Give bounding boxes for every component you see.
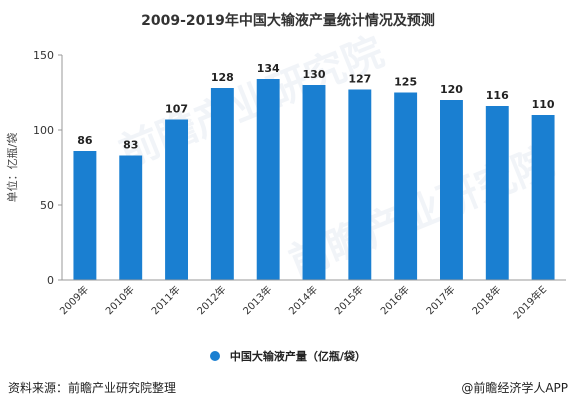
bars: 86 83 107 128 134 130 127 125 120 116 110 (73, 62, 555, 280)
data-label: 134 (257, 62, 280, 75)
bar (165, 119, 188, 280)
y-tick-label: 50 (40, 199, 54, 212)
x-tick-label: 2017年 (423, 283, 457, 317)
x-tick-label: 2013年 (240, 283, 274, 317)
bar (348, 89, 372, 280)
bar (73, 151, 97, 280)
x-tick-label: 2012年 (194, 283, 228, 317)
bar (119, 155, 143, 280)
bar (210, 88, 234, 280)
x-tick-label: 2010年 (103, 283, 137, 317)
data-label: 83 (123, 139, 138, 152)
bar (531, 115, 555, 280)
chart-title: 2009-2019年中国大输液产量统计情况及预测 (141, 13, 435, 29)
data-label: 86 (77, 134, 93, 147)
legend-swatch (210, 351, 221, 361)
y-tick-label: 0 (47, 274, 54, 287)
bar-chart: 0 50 100 150 单位：亿瓶/袋 86 83 107 128 134 130 127 125 1… (5, 49, 566, 322)
x-tick-label: 2015年 (332, 283, 366, 317)
data-label: 110 (532, 98, 555, 111)
legend: 中国大输液产量（亿瓶/袋） (0, 348, 576, 364)
data-label: 125 (394, 76, 417, 89)
bar (440, 100, 463, 280)
data-label: 127 (348, 73, 371, 86)
y-axis: 0 50 100 150 单位：亿瓶/袋 (5, 49, 63, 287)
data-label: 116 (486, 89, 509, 102)
y-tick-label: 100 (33, 124, 54, 137)
x-tick-label: 2018年 (469, 283, 503, 317)
source-note: 资料来源：前瞻产业研究院整理 (8, 381, 177, 395)
bar (485, 106, 509, 280)
bar (302, 85, 326, 280)
x-tick-label: 2019年E (510, 283, 549, 322)
brand-credit: @前瞻经济学人APP (461, 381, 568, 395)
bar (256, 79, 280, 280)
x-tick-label: 2016年 (377, 283, 411, 317)
data-label: 107 (165, 103, 188, 116)
x-tick-label: 2011年 (148, 283, 182, 317)
x-axis: 2009年 2010年 2011年 2012年 2013年 2014年 2015年 2016年… (57, 279, 566, 322)
bar (394, 92, 418, 280)
x-tick-label: 2009年 (57, 283, 91, 317)
y-tick-label: 150 (33, 49, 54, 62)
data-label: 128 (211, 71, 234, 84)
data-label: 130 (303, 68, 326, 81)
data-label: 120 (440, 83, 463, 96)
legend-label: 中国大输液产量（亿瓶/袋） (229, 350, 366, 363)
y-axis-label: 单位：亿瓶/袋 (5, 133, 19, 203)
x-tick-label: 2014年 (286, 283, 320, 317)
